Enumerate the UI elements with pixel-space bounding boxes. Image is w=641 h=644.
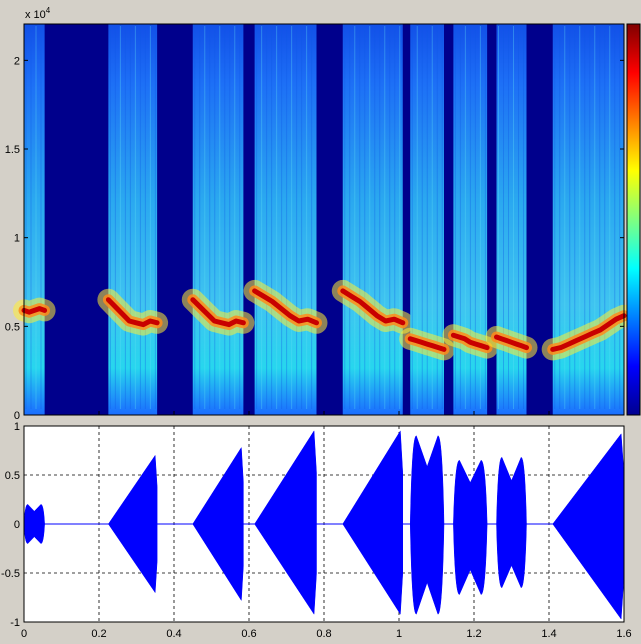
y-exponent-label: x 104 (25, 6, 51, 21)
colorbar-strip (626, 23, 641, 416)
waveform-bursts (23, 430, 625, 620)
pitch-track (21, 306, 48, 315)
waveform-panel: -1 -0.5 0 0.5 1 0 0.2 0.4 0.6 0.8 1 1.2 1.4 1.6 (1, 421, 632, 640)
waveform-x-tick-label: 0.8 (316, 628, 331, 640)
waveform-burst (342, 430, 403, 615)
pitch-track (494, 334, 529, 351)
pitch-track (407, 336, 447, 352)
waveform-burst (192, 446, 244, 602)
pitch-track (450, 332, 490, 351)
waveform-burst (496, 457, 527, 588)
waveform-y-tick-label: -1 (10, 617, 20, 629)
waveform-x-tick-label: 0.6 (241, 628, 256, 640)
spectrogram-y-tick-label: 0.5 (5, 321, 20, 333)
spectrogram-panel: 0 0.5 1 1.5 2 x 104 (5, 6, 635, 422)
spectrogram-segment (24, 24, 45, 415)
waveform-x-axis: 0 0.2 0.4 0.6 0.8 1 1.2 1.4 1.6 (21, 628, 632, 640)
spectrogram-segment (108, 24, 158, 415)
spectrogram-segment (192, 24, 244, 415)
spectrogram-segment (254, 24, 317, 415)
pitch-track (252, 288, 319, 326)
waveform-y-tick-label: 1 (14, 421, 20, 433)
waveform-y-tick-label: 0.5 (5, 470, 20, 482)
waveform-burst (453, 460, 488, 595)
pitch-track (550, 313, 627, 352)
waveform-y-axis: -1 -0.5 0 0.5 1 (1, 421, 20, 629)
y-exponent: 4 (46, 6, 51, 15)
spectrogram-y-tick-label: 2 (14, 55, 20, 67)
waveform-burst (108, 454, 158, 594)
waveform-x-tick-label: 1.2 (466, 628, 481, 640)
waveform-x-tick-label: 1.4 (541, 628, 556, 640)
waveform-burst (23, 504, 45, 544)
spectrogram-y-tick-label: 1 (14, 233, 20, 245)
waveform-y-tick-label: -0.5 (1, 568, 20, 580)
pitch-track (190, 297, 246, 328)
spectrogram-segment (342, 24, 403, 415)
pitch-track (340, 288, 406, 326)
spectrogram-y-tick-label: 1.5 (5, 144, 20, 156)
spectrogram-y-axis: 0 0.5 1 1.5 2 (5, 55, 625, 422)
spectrogram-segments (13, 24, 635, 415)
waveform-frame (23, 425, 625, 623)
waveform-x-tick-label: 0.4 (166, 628, 181, 640)
waveform-x-tick-label: 0.2 (91, 628, 106, 640)
waveform-burst (409, 435, 445, 615)
waveform-burst (254, 430, 317, 615)
waveform-x-tick-label: 1.6 (616, 628, 631, 640)
waveform-x-tick-label: 1 (396, 628, 402, 640)
waveform-x-tick-label: 0 (21, 628, 27, 640)
spectrogram-y-tick-label: 0 (14, 410, 20, 422)
pitch-track (105, 297, 160, 328)
colorbar (626, 23, 641, 416)
waveform-y-tick-label: 0 (14, 519, 20, 531)
